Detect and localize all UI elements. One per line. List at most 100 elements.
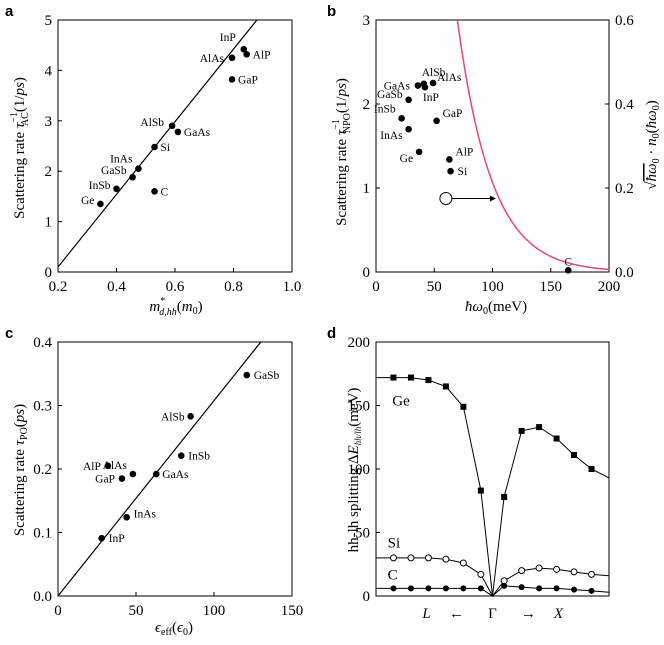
x-tick-label-b: 50 — [427, 279, 442, 295]
point-label-inas: InAs — [380, 130, 403, 142]
point-label-insb: InSb — [374, 103, 396, 115]
data-marker-si — [442, 555, 450, 563]
y-tick-label-a: 3 — [45, 114, 53, 130]
x-tick-label-c: 100 — [203, 603, 226, 619]
data-marker-si — [588, 570, 596, 578]
point-label-gaas: GaAs — [384, 81, 411, 93]
data-marker-ge — [571, 452, 578, 459]
y-tick-label-b: 3 — [363, 13, 371, 29]
data-point-gaas — [174, 128, 182, 136]
y-tick-label-d: 150 — [348, 399, 371, 415]
data-point-inas — [135, 165, 142, 172]
point-label-insb: InSb — [89, 180, 111, 192]
data-marker-c — [571, 586, 578, 593]
x-tick-label-c: 150 — [281, 603, 304, 619]
data-marker-c — [536, 585, 543, 592]
y-tick-label-a: 5 — [45, 13, 53, 29]
data-marker-c — [407, 585, 414, 592]
data-point-inas — [123, 513, 130, 521]
data-marker-c — [518, 584, 525, 591]
data-point-inp — [421, 83, 429, 91]
y-tick-label-a: 1 — [45, 215, 53, 231]
data-point-si — [151, 143, 158, 151]
data-marker-si — [535, 564, 543, 572]
right-y-tick-label-b: 0.0 — [615, 265, 634, 281]
data-marker-c — [442, 585, 449, 592]
x-direction-arrow-right: → — [521, 606, 536, 622]
series-label-ge: Ge — [392, 394, 410, 410]
point-label-alsb: AlSb — [140, 117, 164, 129]
data-point-alp — [104, 462, 112, 470]
y-tick-label-d: 0 — [363, 589, 371, 605]
data-point-alas — [429, 79, 437, 87]
data-marker-ge — [442, 383, 449, 390]
data-point-ge — [415, 148, 423, 156]
x-direction-center: Γ — [488, 606, 497, 622]
y-tick-label-a: 0 — [45, 265, 53, 281]
data-point-alp — [446, 156, 453, 163]
right-y-tick-label-b: 0.6 — [615, 13, 634, 29]
y-tick-label-c: 0.1 — [33, 526, 52, 542]
point-label-gap: GaP — [443, 108, 463, 120]
plot-frame-b — [375, 19, 610, 273]
point-label-inp: InP — [109, 533, 125, 545]
data-point-gasb — [129, 173, 136, 181]
point-label-insb: InSb — [188, 451, 210, 463]
fit-line-a — [57, 19, 258, 268]
y-tick-label-d: 50 — [355, 526, 370, 542]
point-label-gasb: GaSb — [377, 89, 403, 101]
data-point-alp — [243, 50, 250, 58]
data-marker-c — [553, 585, 560, 592]
data-marker-ge — [501, 493, 508, 500]
point-label-ge: Ge — [400, 153, 413, 165]
x-direction-right: X — [553, 606, 564, 622]
fit-line-c — [57, 341, 262, 597]
y-tick-label-d: 100 — [348, 462, 371, 478]
data-point-gaas — [414, 82, 422, 89]
data-marker-si — [553, 565, 561, 573]
data-point-c — [151, 188, 158, 195]
curve-b — [456, 20, 610, 271]
point-label-alsb: AlSb — [422, 67, 446, 79]
xlabel-d: L ← Γ → X — [421, 606, 564, 622]
y-tick-label-b: 2 — [363, 97, 371, 113]
y-tick-label-d: 200 — [348, 335, 371, 351]
point-label-si: Si — [161, 142, 171, 154]
right-y-tick-label-b: 0.4 — [615, 97, 634, 113]
data-point-si — [447, 167, 454, 175]
data-marker-c — [588, 587, 595, 594]
ylabel-b: Scattering rate τ−1NPO(1/ps) — [331, 78, 353, 226]
data-marker-ge — [425, 377, 432, 384]
point-label-inp: InP — [423, 92, 439, 104]
data-marker-c — [460, 585, 467, 592]
data-point-inp — [98, 534, 105, 542]
y-tick-label-c: 0.2 — [33, 462, 52, 478]
y-tick-label-c: 0.3 — [33, 399, 52, 415]
data-point-gap — [118, 475, 126, 482]
ylabel-c: Scattering rate τPO(ps) — [12, 404, 30, 536]
series-line-ge — [376, 377, 610, 597]
data-marker-si — [570, 568, 578, 576]
data-point-inp — [240, 45, 248, 53]
x-tick-label-c: 50 — [129, 603, 144, 619]
data-point-gaas — [152, 470, 160, 478]
panel-label-a: a — [5, 3, 14, 20]
data-marker-ge — [588, 466, 595, 472]
point-label-inp: InP — [220, 32, 236, 44]
point-label-c: C — [564, 256, 572, 268]
point-label-alas: AlAs — [103, 460, 128, 472]
x-tick-label-b: 200 — [598, 279, 621, 295]
x-tick-label-a: 0.8 — [224, 279, 243, 295]
data-marker-ge — [553, 435, 560, 442]
data-point-alas — [129, 470, 137, 478]
point-label-gaas: GaAs — [184, 127, 211, 139]
ylabel-right-b: √ħω0 · n0(ħω0) — [644, 100, 662, 189]
axis-indicator-arrowhead — [489, 195, 496, 202]
data-marker-ge — [460, 403, 467, 410]
data-marker-c — [390, 585, 397, 592]
point-label-inas: InAs — [110, 154, 133, 166]
y-tick-label-a: 4 — [45, 63, 53, 79]
data-point-insb — [398, 114, 405, 122]
series-label-si: Si — [388, 536, 401, 552]
